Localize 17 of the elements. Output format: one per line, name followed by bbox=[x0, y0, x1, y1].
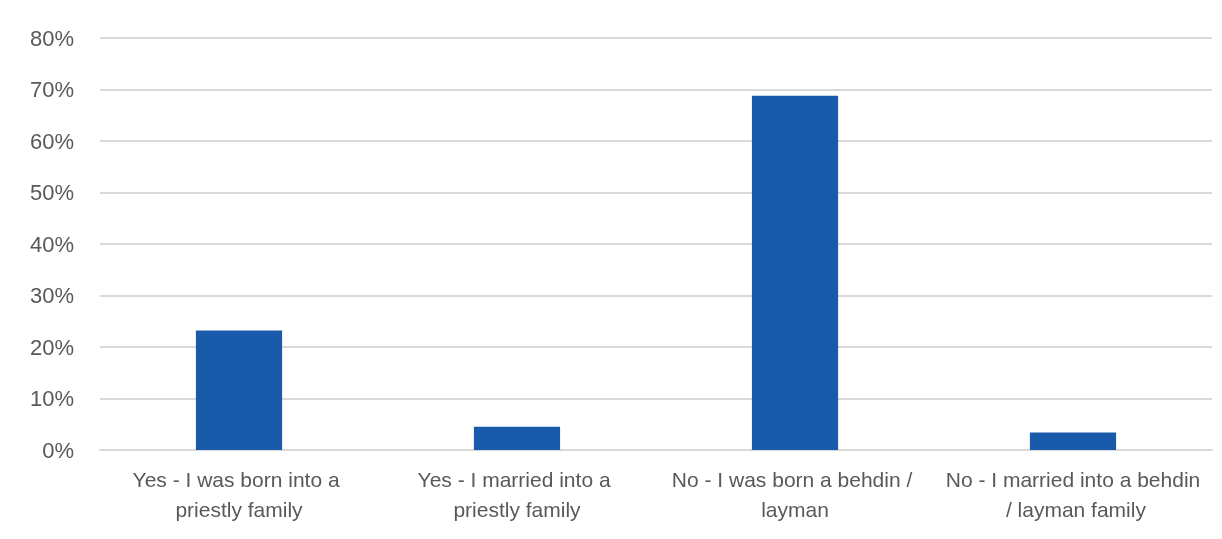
x-tick-label: Yes - I married into a priestly family bbox=[417, 467, 617, 521]
y-tick-label: 80% bbox=[29, 25, 74, 51]
y-tick-label: 30% bbox=[29, 283, 74, 308]
y-tick-label: 70% bbox=[29, 77, 74, 102]
bar bbox=[751, 95, 839, 450]
bar bbox=[1029, 432, 1117, 450]
y-tick-label: 0% bbox=[42, 437, 74, 463]
y-tick-label: 50% bbox=[29, 180, 74, 205]
x-tick-label: No - I married into a behdin / layman family bbox=[945, 467, 1201, 521]
x-tick-label: No - I was born a behdin / layman bbox=[671, 467, 919, 521]
bar bbox=[195, 330, 283, 450]
x-tick-label: Yes - I was born into a priestly family bbox=[132, 467, 346, 521]
y-tick-label: 20% bbox=[29, 334, 74, 360]
bar bbox=[473, 426, 561, 450]
y-tick-label: 60% bbox=[29, 128, 74, 154]
y-tick-label: 40% bbox=[29, 231, 74, 257]
y-tick-label: 10% bbox=[29, 386, 74, 411]
